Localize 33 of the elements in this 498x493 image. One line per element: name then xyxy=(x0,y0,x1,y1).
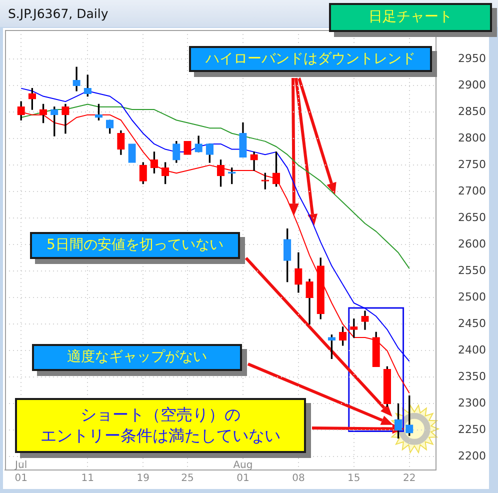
x-tick-label: 22 xyxy=(403,473,416,484)
x-tick-label: 11 xyxy=(81,473,94,484)
y-tick-label: 2400 xyxy=(458,344,486,357)
y-tick-label: 2550 xyxy=(458,264,486,278)
x-tick-label: 08 xyxy=(292,473,305,484)
text: 日足チャート xyxy=(368,8,452,27)
x-tick-label: Aug 01 xyxy=(233,460,253,484)
x-tick-label: 15 xyxy=(348,473,360,484)
y-tick-label: 2700 xyxy=(458,184,486,198)
y-tick-label: 2250 xyxy=(458,423,486,436)
candlestick xyxy=(184,140,192,155)
y-tick-label: 2750 xyxy=(458,158,486,172)
y-tick-label: 2950 xyxy=(458,52,486,66)
x-tick-label: 19 xyxy=(136,473,150,484)
y-tick-label: 2850 xyxy=(458,105,486,118)
y-tick-label: 2900 xyxy=(458,78,486,92)
y-tick-label: 2800 xyxy=(458,132,486,145)
y-tick-label: 2650 xyxy=(458,211,486,224)
annotation: ショート（空売り）のエントリー条件は満たしていない xyxy=(40,404,280,446)
y-tick-label: 2300 xyxy=(458,396,486,410)
annotation: ハイローバンドはダウントレンド xyxy=(206,50,416,68)
chart-title: S.JP.J6367, Daily xyxy=(8,6,108,21)
y-tick-label: 2600 xyxy=(458,238,486,251)
annotation: 適度なギャップがない xyxy=(67,348,207,367)
annotation: 5日間の安値を切っていない xyxy=(46,236,224,255)
candlestick xyxy=(128,144,136,163)
candlestick xyxy=(72,66,80,92)
x-tick-label: 25 xyxy=(181,473,194,484)
y-tick-label: 2200 xyxy=(458,450,486,463)
y-tick-label: 2500 xyxy=(458,290,486,304)
x-tick-label: Jul 01 xyxy=(14,460,28,484)
y-tick-label: 2350 xyxy=(458,370,486,384)
y-tick-label: 2450 xyxy=(458,317,486,330)
